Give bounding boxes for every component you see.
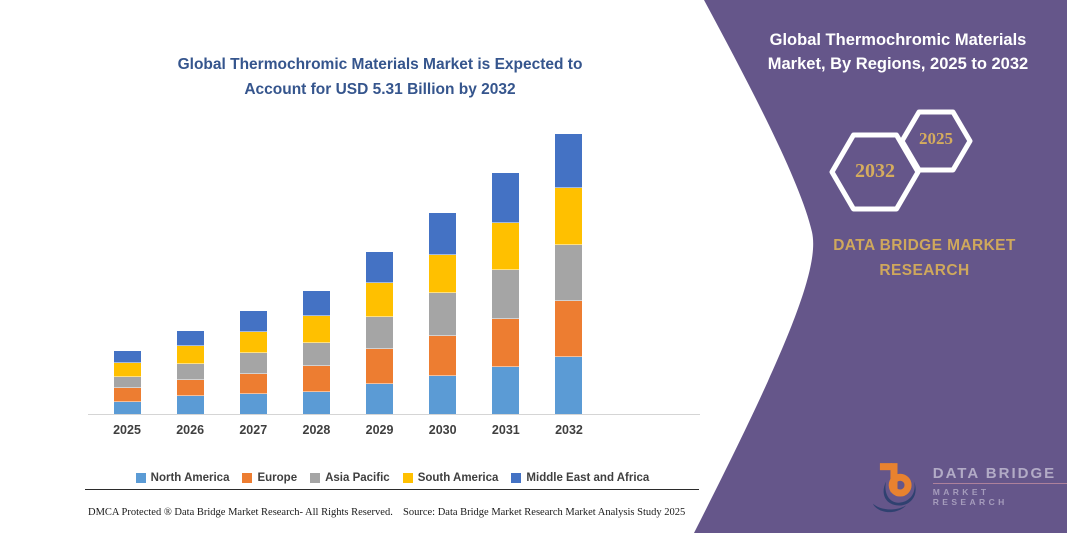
right-panel-title-line1: Global Thermochromic Materials (769, 31, 1027, 49)
bar-segment (429, 376, 457, 414)
bar-segment (366, 283, 394, 318)
bar-segment (429, 293, 457, 336)
legend-label: Europe (257, 472, 298, 484)
bar-segment (555, 244, 583, 302)
legend-item: North America (135, 472, 230, 484)
x-axis-label: 2025 (113, 423, 141, 437)
bar-segment (113, 376, 141, 389)
bar-segment (176, 346, 204, 365)
bar-segment (492, 366, 520, 414)
stacked-bar-chart (88, 118, 700, 414)
legend-label: South America (417, 472, 499, 484)
footer-divider (85, 489, 699, 490)
chart-legend: North America Europe Asia Pacific South Ame… (80, 472, 705, 484)
legend-item: Middle East and Africa (511, 472, 649, 484)
logo-text: DATA BRIDGE MARKET RESEARCH (932, 465, 1067, 507)
purple-curved-shape (694, 0, 1067, 533)
legend-item: Asia Pacific (310, 472, 390, 484)
bar-segment (492, 222, 520, 271)
right-panel-title-line2: Market, By Regions, 2025 to 2032 (767, 55, 1029, 73)
x-axis-label: 2028 (302, 423, 331, 437)
bar-column-2031 (492, 173, 520, 414)
legend-marker-icon (135, 473, 146, 483)
bar-segment (366, 317, 394, 349)
bar-segment (113, 351, 141, 364)
x-axis-label: 2031 (491, 423, 520, 437)
bar-segment (176, 364, 204, 381)
footer-dmca-text: DMCA Protected ® Data Bridge Market Rese… (88, 507, 393, 518)
bar-segment (239, 352, 267, 374)
right-panel-title: Global Thermochromic Materials Market, B… (742, 28, 1054, 76)
bar-segment (555, 133, 583, 188)
brand-line2: RESEARCH (879, 262, 970, 279)
legend-marker-icon (511, 473, 522, 483)
bar-segment (555, 301, 583, 358)
bar-segment (113, 401, 141, 414)
legend-marker-icon (242, 473, 253, 483)
bar-segment (302, 342, 330, 367)
bar-segment (302, 290, 330, 317)
x-axis-label: 2032 (555, 423, 583, 437)
logo-text-line1: DATA BRIDGE (932, 465, 1067, 484)
bar-segment (492, 270, 520, 319)
legend-marker-icon (402, 473, 413, 483)
bar-segment (555, 187, 583, 245)
legend-label: Middle East and Africa (526, 472, 650, 484)
x-axis-label: 2027 (239, 423, 268, 437)
bar-segment (429, 254, 457, 294)
bar-segment (113, 388, 141, 402)
brand-line1: DATA BRIDGE MARKET (833, 237, 1016, 254)
data-bridge-db-monogram-icon (872, 463, 916, 513)
bar-segment (366, 251, 394, 284)
legend-label: North America (150, 472, 230, 484)
bar-segment (492, 173, 520, 223)
bar-column-2028 (302, 290, 330, 414)
bar-segment (176, 380, 204, 397)
bar-segment (176, 330, 204, 347)
footer-source-text: Source: Data Bridge Market Research Mark… (403, 507, 686, 518)
bar-column-2025 (113, 351, 141, 414)
chart-title: Global Thermochromic Materials Market is… (90, 52, 670, 102)
bar-column-2029 (366, 251, 394, 414)
chart-title-line1: Global Thermochromic Materials Market is… (177, 56, 583, 73)
legend-label: Asia Pacific (325, 472, 390, 484)
x-axis-label: 2029 (365, 423, 394, 437)
bar-segment (113, 363, 141, 377)
legend-marker-icon (310, 473, 321, 483)
bar-segment (302, 366, 330, 392)
bar-column-2032 (555, 133, 583, 414)
x-axis-label: 2030 (428, 423, 457, 437)
chart-title-line2: Account for USD 5.31 Billion by 2032 (244, 81, 516, 98)
bar-segment (239, 373, 267, 395)
legend-item: South America (402, 472, 499, 484)
bar-segment (555, 357, 583, 414)
x-axis-line (88, 414, 700, 415)
bar-segment (366, 383, 394, 414)
hexagon-year-2025: 2025 (919, 129, 953, 148)
bar-column-2026 (176, 330, 204, 414)
bar-segment (492, 318, 520, 367)
bar-segment (239, 310, 267, 332)
brand-name: DATA BRIDGE MARKET RESEARCH (792, 233, 1057, 283)
bar-segment (302, 316, 330, 343)
bar-segment (239, 394, 267, 414)
bar-segment (366, 348, 394, 384)
bar-column-2027 (239, 310, 267, 414)
hexagon-2025-icon (899, 109, 973, 173)
bar-column-2030 (429, 212, 457, 414)
bar-segment (176, 396, 204, 414)
logo-text-line2: MARKET RESEARCH (932, 487, 1008, 507)
legend-item: Europe (242, 472, 297, 484)
x-axis-label: 2026 (176, 423, 205, 437)
bar-segment (429, 212, 457, 255)
data-bridge-logo: DATA BRIDGE MARKET RESEARCH (872, 458, 1067, 514)
bar-segment (302, 391, 330, 414)
bar-segment (429, 335, 457, 377)
bar-segment (239, 332, 267, 353)
x-axis-labels: 2025 2026 2027 2028 2029 2030 2031 2032 (88, 423, 700, 441)
hexagon-year-2032: 2032 (855, 160, 895, 182)
